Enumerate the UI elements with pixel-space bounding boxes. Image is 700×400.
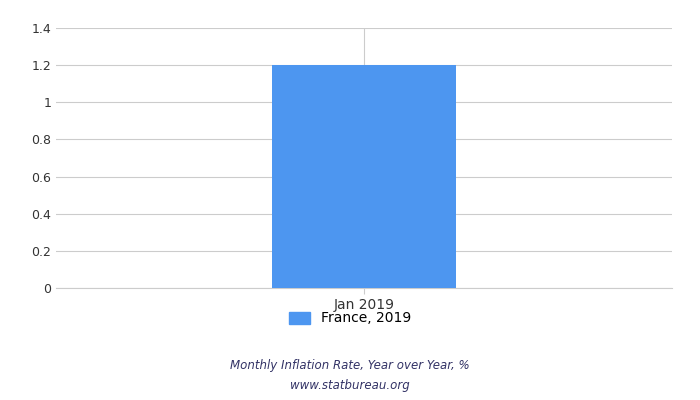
Text: www.statbureau.org: www.statbureau.org xyxy=(290,380,410,392)
Legend: France, 2019: France, 2019 xyxy=(284,306,416,331)
Text: Monthly Inflation Rate, Year over Year, %: Monthly Inflation Rate, Year over Year, … xyxy=(230,360,470,372)
Bar xyxy=(272,65,456,288)
